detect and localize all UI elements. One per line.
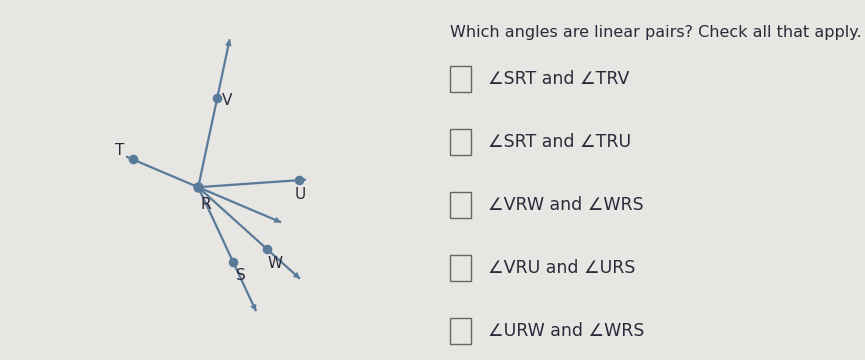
Point — [191, 184, 205, 190]
Bar — [450, 66, 471, 92]
Bar — [450, 255, 471, 281]
Text: R: R — [201, 197, 211, 212]
Text: Which angles are linear pairs? Check all that apply.: Which angles are linear pairs? Check all… — [450, 25, 862, 40]
Text: U: U — [295, 187, 306, 202]
Text: ∠VRW and ∠WRS: ∠VRW and ∠WRS — [488, 196, 644, 214]
Point — [260, 247, 274, 252]
Bar — [450, 318, 471, 344]
Text: ∠VRU and ∠URS: ∠VRU and ∠URS — [488, 259, 635, 277]
Point — [210, 96, 224, 102]
Bar — [450, 129, 471, 155]
Text: V: V — [222, 93, 233, 108]
Bar — [450, 192, 471, 218]
Point — [125, 157, 139, 162]
Text: ∠SRT and ∠TRU: ∠SRT and ∠TRU — [488, 133, 631, 151]
Text: ∠SRT and ∠TRV: ∠SRT and ∠TRV — [488, 70, 629, 88]
Text: S: S — [236, 268, 246, 283]
Point — [292, 177, 305, 183]
Point — [226, 259, 240, 265]
Text: T: T — [116, 143, 125, 158]
Text: W: W — [267, 256, 282, 271]
Text: ∠URW and ∠WRS: ∠URW and ∠WRS — [488, 322, 644, 340]
